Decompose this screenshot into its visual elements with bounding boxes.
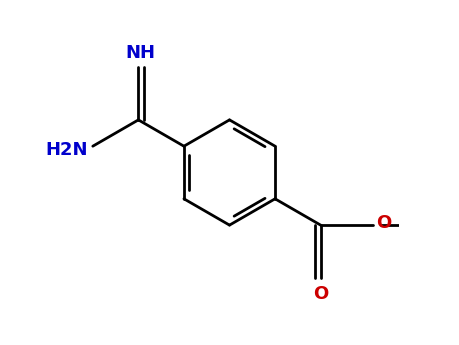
Text: O: O [313,285,328,303]
Text: O: O [376,214,391,233]
Text: NH: NH [125,44,155,62]
Text: H2N: H2N [45,141,88,159]
